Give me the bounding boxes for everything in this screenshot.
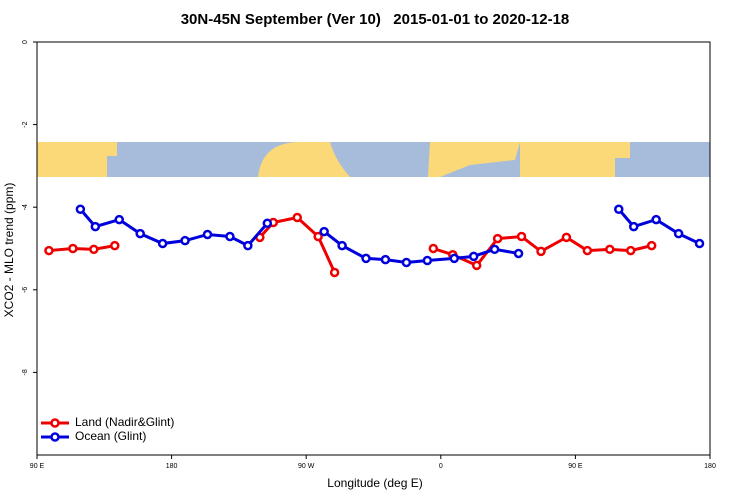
legend-label: Ocean (Glint) <box>75 429 146 443</box>
point <box>471 260 482 271</box>
point <box>428 243 439 254</box>
point <box>157 238 168 249</box>
point <box>313 231 323 242</box>
y-tick-label: -8 <box>22 369 29 375</box>
point <box>582 245 593 256</box>
y-tick-label: 0 <box>22 40 29 44</box>
point <box>90 221 101 232</box>
point <box>89 244 99 255</box>
plot-frame <box>36 41 711 456</box>
point <box>135 228 145 239</box>
x-tick-label: 180 <box>166 463 178 470</box>
y-axis-label: XCO2 - MLO trend (ppm) <box>2 183 16 318</box>
point <box>694 238 705 249</box>
x-tick-label: 90 E <box>568 463 583 470</box>
legend-label: Land (Nadir&Glint) <box>75 415 174 429</box>
point <box>44 245 54 256</box>
point <box>536 246 546 257</box>
point <box>180 235 190 246</box>
point <box>422 255 433 266</box>
point <box>110 240 120 251</box>
x-tick-label: 180 <box>704 463 716 470</box>
point <box>561 232 572 243</box>
point <box>614 204 624 215</box>
point <box>468 251 479 262</box>
point <box>202 229 213 240</box>
point <box>225 231 235 242</box>
point <box>337 240 347 251</box>
y-tick-label: -6 <box>22 287 29 293</box>
point <box>516 231 527 242</box>
point <box>329 267 340 278</box>
x-tick-label: 90 W <box>298 463 315 470</box>
point <box>380 254 391 265</box>
x-axis-label: Longitude (deg E) <box>327 476 422 490</box>
point <box>513 248 524 259</box>
series-line <box>48 215 653 274</box>
point <box>114 214 125 225</box>
point <box>75 204 86 215</box>
y-tick-label: -2 <box>22 121 29 127</box>
point <box>651 214 661 225</box>
x-tick-label: 90 E <box>30 463 45 470</box>
point <box>492 233 503 244</box>
point <box>401 257 412 268</box>
y-tick-label: -4 <box>22 204 29 210</box>
series-line <box>79 208 701 265</box>
point <box>646 240 657 251</box>
point <box>68 243 78 254</box>
point <box>673 228 684 239</box>
x-tick-label: 0 <box>439 463 443 470</box>
point <box>319 226 329 237</box>
legend-marker <box>50 432 60 442</box>
point <box>449 253 460 264</box>
legend-marker <box>50 418 60 428</box>
point <box>262 218 273 229</box>
point <box>605 244 615 255</box>
point <box>625 245 636 256</box>
map-band <box>37 142 710 177</box>
point <box>361 253 371 264</box>
point <box>489 244 500 255</box>
point <box>628 221 639 232</box>
point <box>292 212 302 223</box>
chart-title: 30N-45N September (Ver 10) 2015-01-01 to… <box>181 11 570 28</box>
point <box>243 240 253 251</box>
